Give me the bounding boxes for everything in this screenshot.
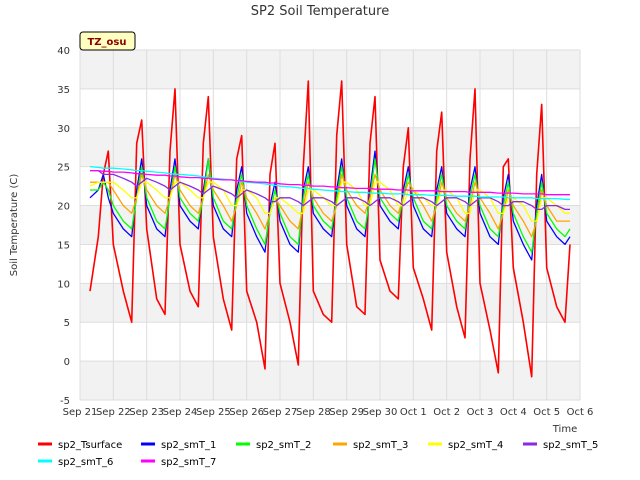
band: [80, 283, 580, 323]
band: [80, 127, 580, 167]
x-axis-label: Time: [552, 424, 577, 435]
site-badge: TZ_osu: [79, 31, 136, 51]
legend-label: sp2_smT_2: [256, 440, 311, 451]
x-tick-label: Sep 27: [263, 407, 298, 418]
x-tick-label: Oct 5: [533, 407, 560, 418]
x-tick-label: Oct 3: [467, 407, 494, 418]
y-tick-label: 15: [57, 240, 70, 251]
badge-label: TZ_osu: [87, 37, 126, 48]
y-axis-label: Soil Temperature (C): [9, 174, 20, 277]
legend-label: sp2_smT_3: [353, 440, 408, 451]
x-tick-label: Sep 30: [363, 407, 398, 418]
x-tick-label: Sep 26: [229, 407, 264, 418]
legend: sp2_Tsurface sp2_smT_1 sp2_smT_2 sp2_smT_3 s…: [38, 440, 598, 468]
legend-label: sp2_smT_5: [543, 440, 598, 451]
band: [80, 361, 580, 400]
x-tick-label: Oct 4: [500, 407, 527, 418]
x-tick-label: Oct 1: [400, 407, 427, 418]
series-line-sp2-tsurface: [89, 80, 571, 378]
y-tick-label: 40: [57, 46, 70, 57]
y-tick-label: 20: [57, 202, 70, 213]
badge-box: [79, 31, 136, 51]
y-tick-label: 25: [57, 163, 70, 174]
y-tick-label: -5: [60, 396, 70, 407]
legend-label: sp2_smT_1: [161, 440, 216, 451]
x-tick-label: Sep 29: [329, 407, 364, 418]
series-line-sp2-smt-7: [90, 169, 570, 196]
x-tick-label: Sep 25: [196, 407, 231, 418]
x-tick-label: Sep 28: [296, 407, 331, 418]
chart-title: SP2 Soil Temperature: [251, 4, 389, 19]
y-tick-label: 0: [64, 357, 70, 368]
legend-label: sp2_Tsurface: [58, 440, 122, 451]
legend-label: sp2_smT_6: [58, 457, 113, 468]
y-tick-label: 5: [64, 318, 70, 329]
series-line-sp2-smt-6: [89, 166, 570, 200]
x-tick-label: Sep 23: [129, 407, 164, 418]
y-tick-label: 10: [57, 279, 70, 290]
y-tick-label: 30: [57, 124, 70, 135]
y-axis-ticks: -5 0 5 10 15 20 25 30 35 40: [57, 46, 70, 407]
x-tick-label: Sep 22: [96, 407, 131, 418]
series-lines: [89, 80, 571, 378]
y-tick-label: 35: [57, 85, 70, 96]
x-tick-label: Oct 6: [567, 407, 594, 418]
x-tick-label: Sep 21: [63, 407, 98, 418]
band: [80, 50, 580, 89]
legend-label: sp2_smT_7: [161, 457, 216, 468]
legend-label: sp2_smT_4: [448, 440, 503, 451]
series-line-sp2-smt-5: [90, 169, 570, 211]
x-tick-label: Oct 2: [433, 407, 460, 418]
x-tick-label: Sep 24: [163, 407, 198, 418]
